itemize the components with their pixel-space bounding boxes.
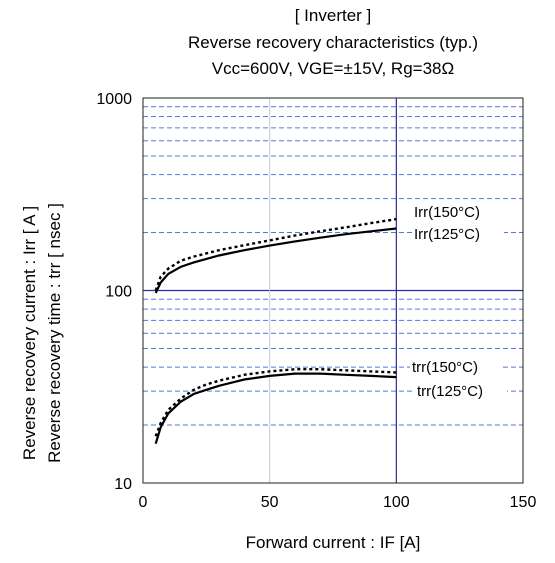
series-label-bg xyxy=(412,225,504,243)
series-label: trr(150°C) xyxy=(412,359,478,376)
series-label-bg xyxy=(412,203,504,221)
series-line-2 xyxy=(154,227,397,294)
series-label: Irr(125°C) xyxy=(414,226,480,243)
chart-conditions: Vcc=600V, VGE=±15V, Rg=38Ω xyxy=(211,59,455,78)
y-tick-label: 1000 xyxy=(96,91,132,108)
y-axis-label-current: Reverse recovery current : Irr [ A ] xyxy=(20,206,39,460)
series-label: trr(125°C) xyxy=(417,383,483,400)
series-label-bg xyxy=(415,382,507,400)
x-tick-label: 150 xyxy=(510,494,537,511)
series-label: Irr(150°C) xyxy=(414,204,480,221)
chart-title: [ Inverter ] xyxy=(294,6,372,25)
x-tick-label: 0 xyxy=(139,494,148,511)
x-axis-label: Forward current : IF [A] xyxy=(246,533,421,552)
x-tick-label: 50 xyxy=(261,494,279,511)
series-label-bg xyxy=(410,358,502,376)
y-tick-label: 100 xyxy=(105,284,132,301)
series-line-4 xyxy=(154,372,397,445)
x-tick-label: 100 xyxy=(383,494,410,511)
series-line-3 xyxy=(154,368,397,437)
chart-subtitle: Reverse recovery characteristics (typ.) xyxy=(187,33,479,52)
series-line-1 xyxy=(154,217,397,291)
plot-frame xyxy=(142,97,524,484)
y-tick-label: 10 xyxy=(114,476,132,493)
y-axis-label-time: Reverse recovery time : trr [ nsec ] xyxy=(45,203,64,463)
